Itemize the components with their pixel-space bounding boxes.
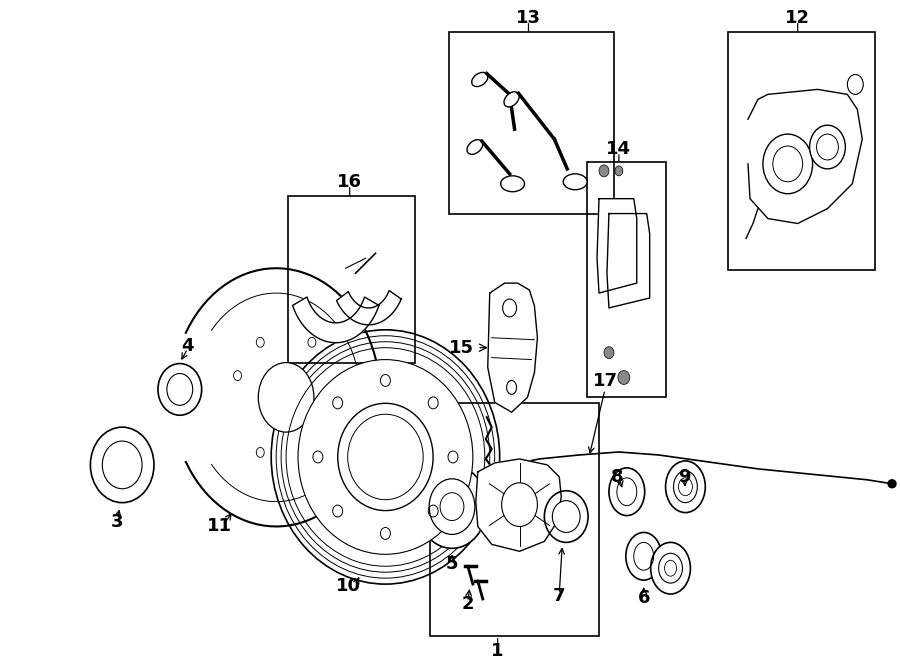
Ellipse shape — [888, 480, 896, 488]
Ellipse shape — [659, 553, 682, 583]
Ellipse shape — [763, 134, 813, 194]
Bar — [587, 162, 666, 397]
Text: 14: 14 — [607, 140, 632, 158]
Ellipse shape — [271, 330, 500, 584]
Ellipse shape — [604, 346, 614, 359]
Bar — [430, 403, 599, 636]
Text: 2: 2 — [462, 595, 474, 613]
Text: 12: 12 — [785, 9, 810, 27]
Ellipse shape — [103, 441, 142, 488]
Ellipse shape — [810, 125, 845, 169]
Bar — [728, 32, 875, 270]
Polygon shape — [488, 283, 537, 412]
Text: 1: 1 — [491, 642, 504, 660]
Ellipse shape — [504, 92, 519, 107]
Polygon shape — [292, 297, 379, 342]
Ellipse shape — [651, 543, 690, 594]
Ellipse shape — [258, 363, 314, 432]
Ellipse shape — [847, 75, 863, 95]
Ellipse shape — [553, 500, 580, 533]
Text: 17: 17 — [592, 372, 617, 391]
Ellipse shape — [609, 468, 644, 516]
Ellipse shape — [298, 360, 472, 555]
Ellipse shape — [599, 165, 609, 177]
Text: 13: 13 — [516, 9, 541, 27]
Ellipse shape — [467, 139, 482, 155]
Ellipse shape — [418, 465, 487, 549]
Ellipse shape — [472, 73, 488, 87]
Text: 4: 4 — [182, 336, 194, 355]
Ellipse shape — [500, 176, 525, 192]
Ellipse shape — [429, 479, 475, 535]
Ellipse shape — [666, 461, 706, 512]
Polygon shape — [597, 199, 637, 293]
Ellipse shape — [90, 427, 154, 502]
Ellipse shape — [615, 166, 623, 176]
Ellipse shape — [544, 490, 588, 543]
Ellipse shape — [158, 364, 202, 415]
Ellipse shape — [501, 483, 537, 527]
Polygon shape — [748, 89, 862, 223]
Text: 9: 9 — [679, 468, 690, 486]
Polygon shape — [607, 214, 650, 308]
Ellipse shape — [563, 174, 587, 190]
Text: 16: 16 — [338, 173, 362, 191]
Ellipse shape — [673, 471, 698, 502]
Polygon shape — [337, 291, 401, 325]
Text: 6: 6 — [637, 589, 650, 607]
Text: 11: 11 — [207, 518, 232, 535]
Text: 15: 15 — [449, 338, 487, 357]
Text: 8: 8 — [610, 468, 623, 486]
Ellipse shape — [166, 373, 193, 405]
Bar — [288, 196, 415, 363]
Ellipse shape — [626, 533, 662, 580]
Text: 3: 3 — [111, 512, 123, 531]
Text: 7: 7 — [553, 587, 565, 605]
Polygon shape — [476, 459, 562, 551]
Text: 10: 10 — [337, 577, 361, 595]
Text: 5: 5 — [446, 555, 458, 573]
Ellipse shape — [338, 403, 433, 510]
Bar — [449, 32, 614, 214]
Ellipse shape — [618, 371, 630, 385]
